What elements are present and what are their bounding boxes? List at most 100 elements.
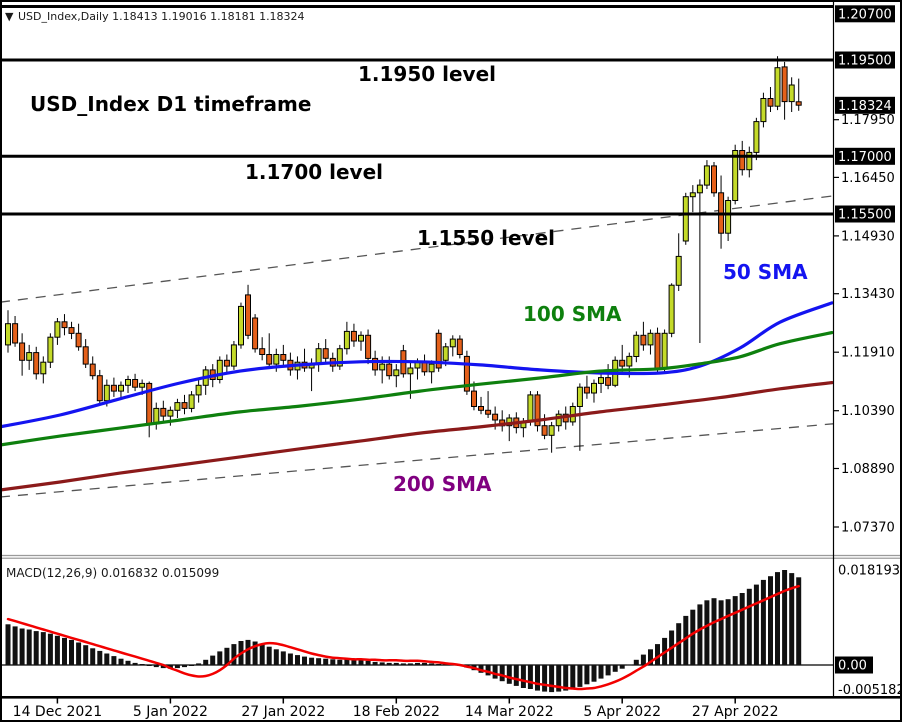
macd-histogram-bar bbox=[62, 637, 67, 665]
horizontal-levels[interactable] bbox=[0, 5, 833, 216]
date-label: 5 Apr 2022 bbox=[583, 704, 661, 720]
macd-axis-label: 0.00 bbox=[838, 659, 867, 674]
macd-axis-label: -0.005182 bbox=[838, 683, 902, 698]
macd-panel[interactable] bbox=[0, 570, 833, 693]
macd-histogram-bar bbox=[683, 615, 689, 665]
macd-histogram-bar bbox=[591, 665, 597, 682]
candle-body bbox=[54, 321, 61, 338]
macd-histogram-bar bbox=[47, 633, 53, 665]
annotation-1155-level[interactable]: 1.1550 level bbox=[417, 226, 555, 250]
candle-body bbox=[633, 334, 640, 357]
macd-histogram-bar bbox=[182, 665, 187, 668]
macd-histogram-bar bbox=[760, 579, 766, 665]
candle-body bbox=[195, 384, 202, 396]
macd-histogram-bar bbox=[5, 624, 11, 665]
macd-histogram-bar bbox=[54, 635, 60, 665]
price-axis-label: 1.10390 bbox=[841, 404, 895, 419]
price-axis-label: 1.15500 bbox=[838, 208, 892, 223]
macd-histogram-bar bbox=[527, 665, 533, 689]
symbol-marker-icon: ▼ bbox=[5, 10, 14, 23]
candle-body bbox=[89, 363, 96, 377]
macd-histogram-bar bbox=[146, 665, 152, 666]
macd-histogram-bar bbox=[295, 655, 300, 665]
macd-histogram-bar bbox=[97, 650, 103, 665]
candle-body bbox=[668, 284, 675, 334]
macd-histogram-bar bbox=[605, 665, 611, 676]
candle-body bbox=[40, 361, 47, 375]
price-label-box bbox=[835, 51, 895, 69]
annotation-100sma[interactable]: 100 SMA bbox=[523, 302, 622, 326]
macd-histogram-bar bbox=[711, 598, 717, 665]
macd-histogram-bar bbox=[570, 665, 576, 689]
candle-body bbox=[259, 348, 266, 356]
candle-body bbox=[541, 425, 548, 436]
annotation-200sma[interactable]: 200 SMA bbox=[393, 472, 492, 496]
candle-body bbox=[379, 363, 386, 371]
macd-histogram-bar bbox=[153, 665, 159, 668]
date-label: 18 Feb 2022 bbox=[353, 704, 440, 720]
candle-body bbox=[428, 363, 435, 373]
candle-body bbox=[315, 348, 322, 365]
macd-histogram-bar bbox=[506, 665, 512, 684]
macd-histogram-bar bbox=[407, 663, 413, 665]
macd-histogram-bar bbox=[415, 662, 420, 665]
candle-body bbox=[160, 407, 167, 417]
panel-separator[interactable] bbox=[0, 555, 902, 559]
candle-body bbox=[230, 344, 237, 367]
annotation-1170-level[interactable]: 1.1700 level bbox=[245, 160, 383, 184]
candle-body bbox=[421, 361, 428, 373]
candle-body bbox=[753, 121, 760, 153]
candle-body bbox=[725, 200, 732, 234]
price-axis-label: 1.18324 bbox=[838, 99, 892, 114]
candle-body bbox=[591, 382, 597, 394]
macd-histogram-bar bbox=[259, 644, 265, 665]
macd-histogram-bar bbox=[12, 626, 18, 665]
channel-dashed-line[interactable] bbox=[0, 423, 834, 498]
macd-histogram-bar bbox=[316, 658, 322, 665]
macd-histogram-bar bbox=[732, 596, 738, 665]
annotation-50sma[interactable]: 50 SMA bbox=[723, 260, 808, 284]
candle-body bbox=[534, 394, 541, 427]
channel-dashed-line[interactable] bbox=[0, 195, 834, 303]
candle-body bbox=[774, 67, 781, 107]
macd-histogram-bar bbox=[203, 659, 209, 665]
candle-body bbox=[181, 402, 188, 409]
macd-histogram-bar bbox=[125, 660, 131, 665]
price-axis-label: 1.13430 bbox=[841, 287, 895, 302]
macd-histogram-bar bbox=[132, 662, 138, 665]
price-axis-label: 1.20700 bbox=[838, 7, 892, 22]
macd-histogram-bar bbox=[231, 644, 237, 665]
candle-body bbox=[266, 354, 273, 365]
macd-histogram-bar bbox=[520, 665, 526, 688]
trend-channel[interactable] bbox=[0, 195, 834, 498]
candle-body bbox=[626, 355, 633, 367]
candle-body bbox=[132, 379, 139, 388]
candle-body bbox=[103, 384, 110, 402]
candle-body bbox=[696, 184, 703, 194]
price-label-box bbox=[835, 147, 895, 165]
candle-body bbox=[781, 66, 788, 103]
macd-histogram-bar bbox=[217, 651, 223, 665]
annotation-timeframe[interactable]: USD_Index D1 timeframe bbox=[30, 92, 311, 116]
macd-histogram-bar bbox=[252, 641, 258, 665]
macd-histogram-bar bbox=[69, 639, 74, 665]
candle-body bbox=[96, 375, 103, 402]
date-label: 27 Jan 2022 bbox=[241, 704, 325, 720]
macd-histogram-bar bbox=[76, 642, 82, 665]
macd-axis-label: 0.018193 bbox=[838, 564, 900, 579]
macd-histogram-bar bbox=[273, 649, 279, 665]
macd-histogram-bar bbox=[584, 665, 590, 685]
macd-histogram-bar bbox=[626, 664, 632, 666]
candle-body bbox=[5, 323, 11, 346]
sma-line-50-sma bbox=[0, 301, 834, 429]
candle-body bbox=[788, 84, 795, 103]
candle-body bbox=[767, 98, 774, 107]
annotation-1195-level[interactable]: 1.1950 level bbox=[358, 62, 496, 86]
price-axis-label: 1.07370 bbox=[841, 521, 895, 536]
candle-body bbox=[386, 363, 393, 377]
candle-body bbox=[527, 394, 534, 423]
macd-histogram-bar bbox=[40, 632, 46, 665]
